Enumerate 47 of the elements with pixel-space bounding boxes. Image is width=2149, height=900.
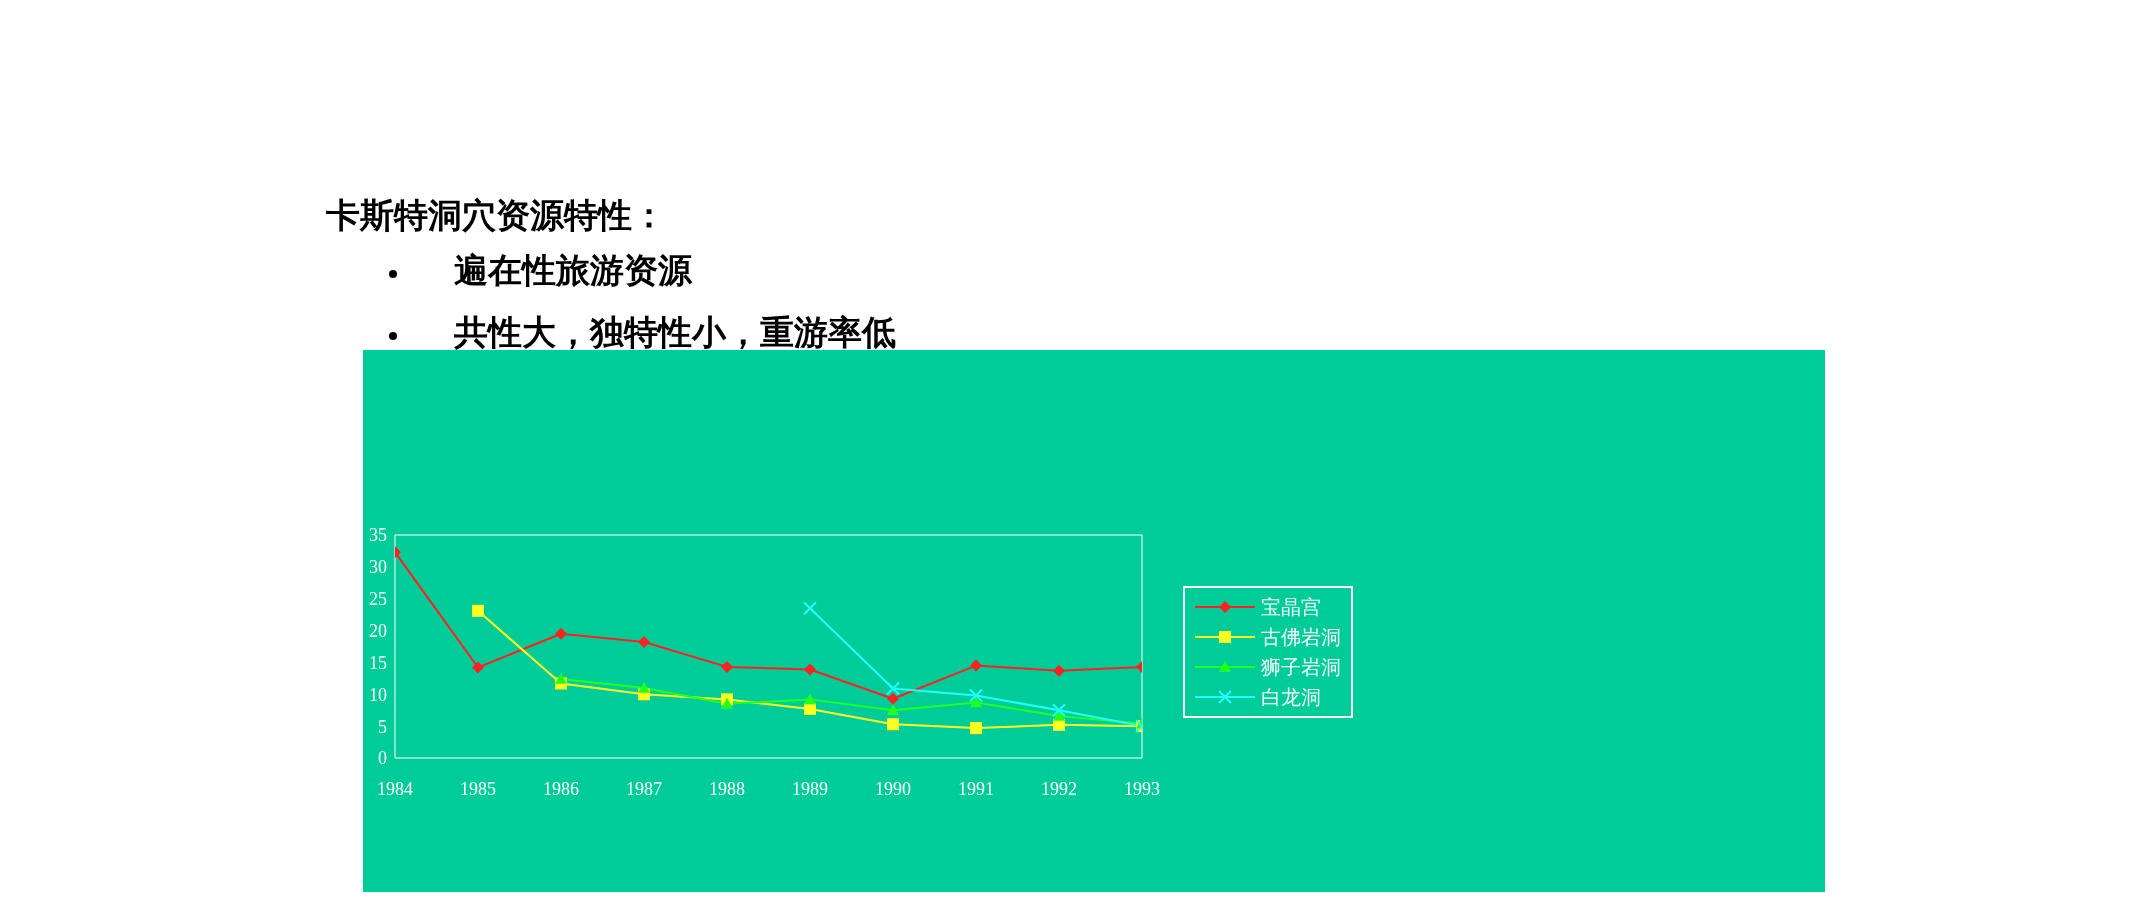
text: 共性大，独特性小，重游率低 [453, 313, 896, 353]
point [721, 697, 733, 709]
point [886, 681, 900, 696]
point [472, 661, 484, 674]
x-tick-label: 1990 [875, 778, 911, 799]
y-tick-label: 35 [369, 525, 387, 546]
point [970, 722, 982, 735]
point [804, 702, 816, 715]
point [887, 704, 899, 716]
x-tick-label: 1986 [543, 778, 579, 799]
y-tick-label: 5 [378, 716, 387, 737]
text: 遍在性旅游资源 [453, 251, 692, 291]
point [721, 660, 733, 673]
x-tick-label: 1987 [626, 778, 662, 799]
point [887, 718, 899, 731]
point [969, 688, 983, 703]
point [970, 659, 982, 672]
point [804, 663, 816, 676]
y-tick-label: 15 [369, 652, 387, 673]
y-tick-label: 0 [378, 748, 387, 769]
point [638, 636, 650, 649]
point [472, 604, 484, 617]
legend-label: 宝晶宫 [1261, 595, 1321, 620]
point [638, 681, 650, 693]
y-tick-label: 25 [369, 589, 387, 610]
y-tick-label: 20 [369, 620, 387, 641]
x-tick-label: 1991 [958, 778, 994, 799]
point [1052, 703, 1066, 718]
point [804, 693, 816, 705]
point [970, 696, 982, 708]
point [887, 692, 899, 705]
legend-label: 狮子岩洞 [1261, 655, 1341, 680]
x-tick-label: 1992 [1041, 778, 1077, 799]
x-tick-label: 1985 [460, 778, 496, 799]
chart-title: 卡斯特洞穴资源特性： [326, 196, 666, 236]
point [1053, 664, 1065, 677]
point [555, 627, 567, 640]
point [803, 601, 817, 616]
x-tick-label: 1989 [792, 778, 828, 799]
point [555, 672, 567, 684]
x-tick-label: 1993 [1124, 778, 1160, 799]
x-tick-label: 1988 [709, 778, 745, 799]
legend-label: 白龙洞 [1261, 685, 1321, 710]
x-tick-label: 1984 [377, 778, 413, 799]
y-tick-label: 10 [369, 684, 387, 705]
legend-label: 古佛岩洞 [1261, 625, 1341, 650]
y-tick-label: 30 [369, 557, 387, 578]
